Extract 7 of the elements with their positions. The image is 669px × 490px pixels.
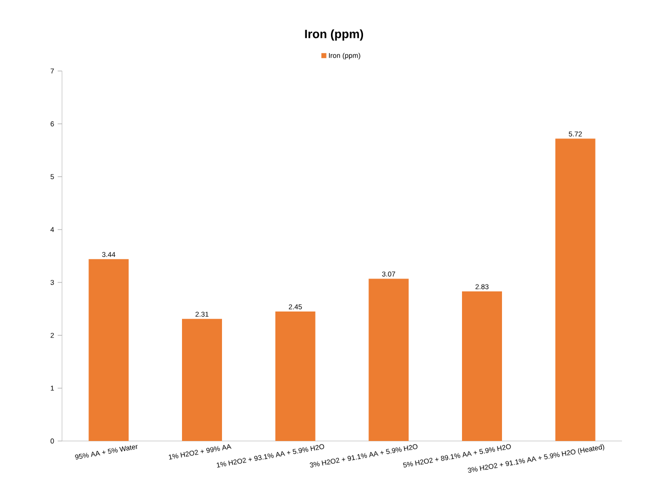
bar xyxy=(182,318,222,441)
bar xyxy=(88,259,129,441)
bar xyxy=(555,138,596,441)
bar xyxy=(462,291,502,441)
bar xyxy=(275,312,316,441)
chart-title: Iron (ppm) xyxy=(305,29,364,41)
bar xyxy=(368,278,409,441)
